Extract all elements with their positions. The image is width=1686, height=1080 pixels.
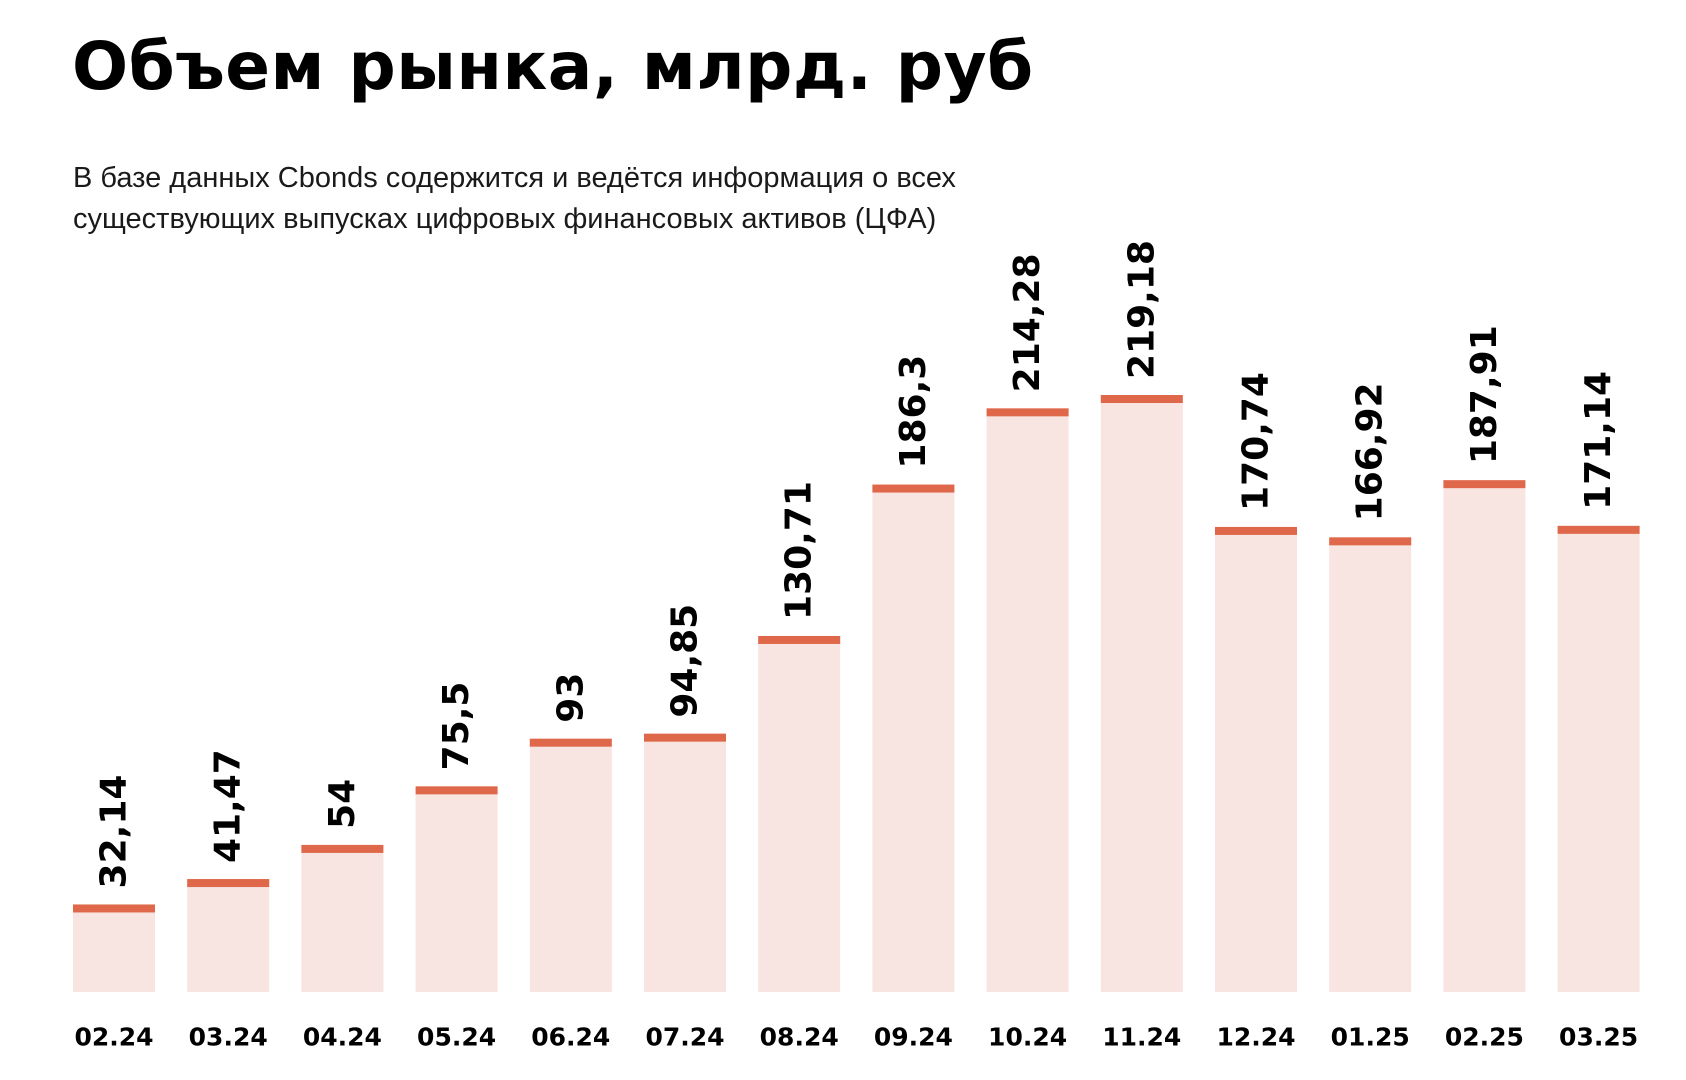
value-labels-group: 32,14 41,47 54 75,5 93 94,85 130,71 186,3 214,28… [94,240,1620,888]
value-label-09.24: 186,3 [893,355,934,469]
x-tick-label-02.24: 02.24 [74,1023,153,1052]
bar-cap-08.24 [758,635,841,644]
value-label-03.25: 171,14 [1578,371,1619,510]
x-tick-label-03.24: 03.24 [189,1023,268,1052]
bar-03.25 [1557,525,1640,992]
bar-09.24 [872,484,955,992]
bar-05.24 [415,786,498,992]
bar-cap-01.25 [1329,537,1412,546]
bar-06.24 [529,738,612,992]
x-tick-label-08.24: 08.24 [760,1023,839,1052]
bar-cap-12.24 [1215,526,1297,535]
value-label-08.24: 130,71 [779,481,820,620]
bar-cap-10.24 [986,408,1069,417]
x-tick-label-07.24: 07.24 [645,1023,724,1052]
bar-02.25 [1443,480,1526,992]
bar-01.25 [1329,537,1412,992]
x-axis-tick-labels: 02.24 03.24 04.24 05.24 06.24 07.24 08.24 09.24… [74,1023,1638,1052]
bar-04.24 [301,844,384,992]
value-label-02.25: 187,91 [1464,325,1505,464]
bar-08.24 [758,635,841,992]
bar-cap-05.24 [415,786,498,795]
bar-cap-03.24 [187,879,270,888]
chart-subtitle: В базе данных Cbonds содержится и ведётс… [73,162,956,235]
bar-cap-06.24 [529,738,612,747]
value-label-01.25: 166,92 [1350,382,1391,521]
bar-11.24 [1100,395,1183,992]
value-label-03.24: 41,47 [208,749,249,863]
bar-07.24 [644,733,726,992]
value-label-02.24: 32,14 [94,775,135,889]
bars-group [73,395,1640,992]
bar-cap-03.25 [1557,525,1640,534]
x-tick-label-01.25: 01.25 [1331,1023,1410,1052]
chart-title: Объем рынка, млрд. руб [72,28,1034,105]
bar-cap-02.25 [1443,480,1526,489]
x-tick-label-12.24: 12.24 [1216,1023,1295,1052]
bar-cap-04.24 [301,844,384,853]
value-label-12.24: 170,74 [1236,372,1277,511]
bar-10.24 [986,408,1069,992]
bar-02.24 [73,904,155,992]
x-tick-label-02.25: 02.25 [1445,1023,1524,1052]
bar-cap-09.24 [872,484,955,493]
bar-12.24 [1215,526,1297,992]
x-tick-label-06.24: 06.24 [531,1023,610,1052]
value-label-07.24: 94,85 [665,604,706,718]
value-label-06.24: 93 [550,673,591,723]
x-tick-label-03.25: 03.25 [1559,1023,1638,1052]
bar-cap-07.24 [644,733,726,742]
x-tick-label-11.24: 11.24 [1102,1023,1181,1052]
value-label-04.24: 54 [322,779,363,829]
value-label-10.24: 214,28 [1007,253,1048,392]
value-label-11.24: 219,18 [1121,240,1162,379]
x-tick-label-10.24: 10.24 [988,1023,1067,1052]
x-tick-label-04.24: 04.24 [303,1023,382,1052]
x-tick-label-05.24: 05.24 [417,1023,496,1052]
bar-cap-02.24 [73,904,155,913]
bar-03.24 [187,879,270,992]
x-tick-label-09.24: 09.24 [874,1023,953,1052]
bar-cap-11.24 [1100,395,1183,403]
value-label-05.24: 75,5 [436,682,477,771]
